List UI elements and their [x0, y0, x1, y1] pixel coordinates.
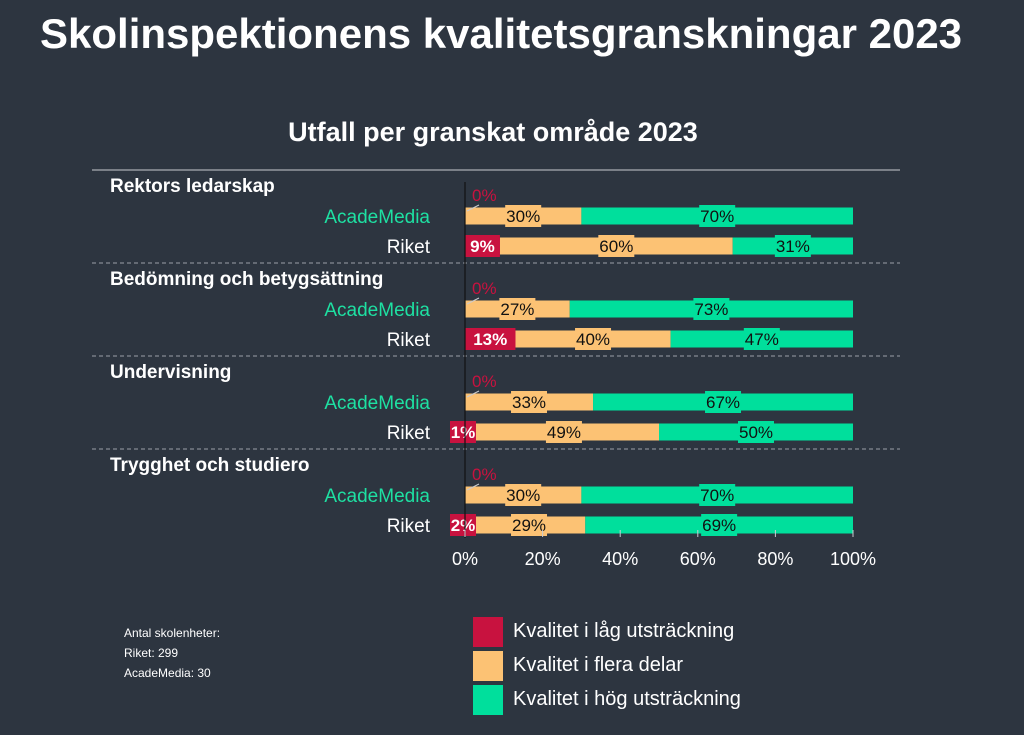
- footnote-riket: Riket: 299: [124, 646, 179, 660]
- data-label-high: 31%: [776, 237, 810, 256]
- legend-swatch-high: [473, 685, 503, 715]
- x-tick-label: 80%: [757, 549, 793, 569]
- data-label-bg-mid: [598, 235, 635, 257]
- label-leader-line: [466, 390, 480, 398]
- data-label-low: 9%: [470, 237, 495, 256]
- row-label-academedia: AcadeMedia: [324, 393, 430, 414]
- stacked-bar-chart: Rektors ledarskap AcadeMedia 0% 30% 70% Riket…: [92, 169, 900, 569]
- data-label-low: 1%: [451, 423, 476, 442]
- data-label-high: 50%: [739, 423, 773, 442]
- group-title: Rektors ledarskap: [110, 176, 275, 197]
- x-tick-label: 0%: [452, 549, 478, 569]
- data-label-mid: 60%: [599, 237, 633, 256]
- data-label-bg-high: [699, 484, 736, 506]
- data-label-low: 0%: [472, 279, 497, 298]
- legend-label-high: Kvalitet i hög utsträckning: [513, 688, 741, 710]
- data-label-bg-mid: [505, 484, 542, 506]
- data-label-mid: 30%: [506, 486, 540, 505]
- data-label-bg-high: [774, 235, 811, 257]
- data-label-low: 0%: [472, 465, 497, 484]
- data-label-mid: 49%: [547, 423, 581, 442]
- data-label-bg-low: [450, 514, 476, 536]
- data-label-bg-high: [699, 205, 736, 227]
- row-label-academedia: AcadeMedia: [324, 300, 430, 321]
- data-label-high: 69%: [702, 516, 736, 535]
- legend-label-mid: Kvalitet i flera delar: [513, 654, 684, 676]
- data-label-low: 0%: [472, 186, 497, 205]
- data-label-bg-mid: [575, 328, 612, 350]
- data-label-mid: 33%: [512, 393, 546, 412]
- label-leader-line: [466, 483, 480, 491]
- data-label-mid: 27%: [500, 300, 534, 319]
- legend-swatch-mid: [473, 651, 503, 681]
- group-title: Bedömning och betygsättning: [110, 269, 383, 290]
- data-label-low: 13%: [473, 330, 507, 349]
- x-tick-label: 20%: [525, 549, 561, 569]
- data-label-bg-high: [705, 391, 742, 413]
- data-label-mid: 40%: [576, 330, 610, 349]
- data-label-high: 67%: [706, 393, 740, 412]
- x-tick-label: 100%: [830, 549, 876, 569]
- data-label-bg-mid: [505, 205, 542, 227]
- label-leader-line: [466, 297, 480, 305]
- data-label-bg-high: [738, 421, 774, 443]
- data-label-bg-low: [465, 235, 500, 257]
- row-label-academedia: AcadeMedia: [324, 486, 430, 507]
- data-label-low: 2%: [451, 516, 476, 535]
- data-label-high: 73%: [694, 300, 728, 319]
- row-label-academedia: AcadeMedia: [324, 207, 430, 228]
- footnote-heading: Antal skolenheter:: [124, 626, 221, 640]
- row-label-riket: Riket: [387, 516, 431, 537]
- chart-title: Utfall per granskat område 2023: [288, 117, 698, 147]
- data-label-low: 0%: [472, 372, 497, 391]
- data-label-bg-low: [465, 328, 516, 350]
- data-label-high: 70%: [700, 207, 734, 226]
- page-title: Skolinspektionens kvalitetsgranskningar …: [40, 10, 963, 57]
- x-tick-label: 40%: [602, 549, 638, 569]
- group-title: Undervisning: [110, 362, 231, 383]
- data-label-bg-high: [693, 298, 730, 320]
- row-label-riket: Riket: [387, 330, 431, 351]
- row-label-riket: Riket: [387, 237, 431, 258]
- data-label-mid: 29%: [512, 516, 546, 535]
- data-label-mid: 30%: [506, 207, 540, 226]
- x-tick-label: 60%: [680, 549, 716, 569]
- data-label-bg-mid: [511, 514, 548, 536]
- row-label-riket: Riket: [387, 423, 431, 444]
- data-label-high: 47%: [745, 330, 779, 349]
- data-label-bg-high: [701, 514, 738, 536]
- data-label-high: 70%: [700, 486, 734, 505]
- data-label-bg-mid: [545, 421, 582, 443]
- footnote-academedia: AcadeMedia: 30: [124, 666, 211, 680]
- data-label-bg-mid: [511, 391, 548, 413]
- legend-swatch-low: [473, 617, 503, 647]
- data-label-bg-mid: [499, 298, 536, 320]
- label-leader-line: [466, 204, 480, 212]
- group-title: Trygghet och studiero: [110, 455, 310, 476]
- data-label-bg-low: [450, 421, 476, 443]
- legend-label-low: Kvalitet i låg utsträckning: [513, 620, 735, 642]
- data-label-bg-high: [743, 328, 780, 350]
